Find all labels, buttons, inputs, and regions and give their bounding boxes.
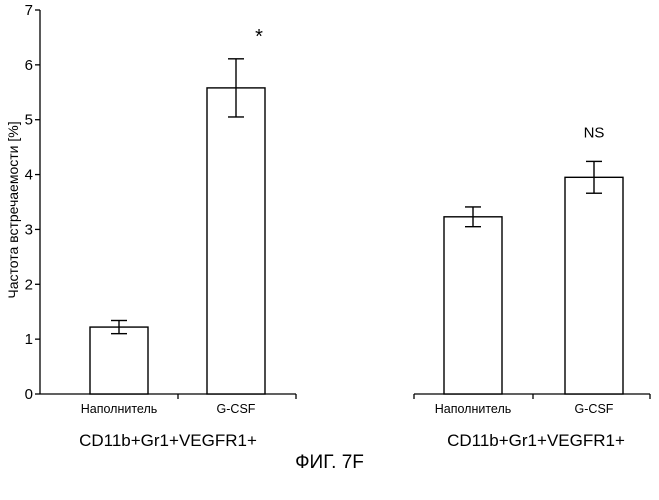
y-tick-label: 4 [25, 167, 33, 184]
category-labels: Наполнитель G-CSF CD11b+Gr1+VEGFR1+ Наполни… [79, 402, 625, 450]
bars: * NS [90, 26, 623, 394]
y-tick-label: 6 [25, 57, 33, 74]
category-label: G-CSF [575, 402, 614, 416]
y-tick-label: 7 [25, 2, 33, 19]
y-tick-label: 0 [25, 386, 33, 403]
y-tick-label: 3 [25, 221, 33, 238]
group-label: CD11b+Gr1+VEGFR1+ [447, 431, 625, 450]
category-label: Наполнитель [81, 402, 158, 416]
significance-label: NS [584, 124, 605, 141]
bar [207, 88, 265, 394]
bar [90, 327, 148, 394]
category-label: Наполнитель [435, 402, 512, 416]
significance-label: * [255, 26, 263, 48]
y-axis-label: Частота встречаемости [%] [5, 121, 21, 298]
category-label: G-CSF [217, 402, 256, 416]
bar [444, 217, 502, 394]
y-axis: 0 1 2 3 4 5 6 7 [25, 2, 40, 403]
group-label: CD11b+Gr1+VEGFR1+ [79, 431, 257, 450]
y-tick-label: 5 [25, 112, 33, 129]
x-axis [40, 394, 650, 399]
y-tick-label: 2 [25, 276, 33, 293]
bar [565, 177, 623, 394]
figure-caption: ФИГ. 7F [0, 452, 659, 474]
y-tick-label: 1 [25, 331, 33, 348]
